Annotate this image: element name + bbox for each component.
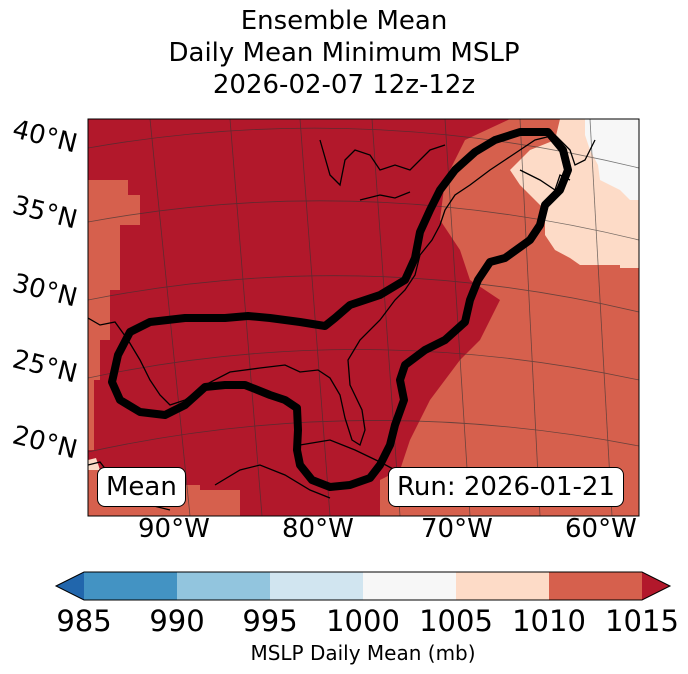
colorbar-under	[56, 572, 84, 600]
colorbar-tick-1005: 1005	[419, 604, 493, 638]
lon-label-90: 90°W	[138, 514, 210, 544]
colorbar-over	[642, 572, 670, 600]
colorbar-bin-1000-1005	[363, 572, 456, 600]
colorbar-tick-995: 995	[242, 604, 298, 638]
colorbar-bin-1005-1010	[456, 572, 549, 600]
colorbar-frame	[54, 571, 672, 601]
run-label-box: Run: 2026-01-21	[388, 467, 624, 507]
field-1000	[585, 119, 639, 200]
colorbar-tick-990: 990	[149, 604, 205, 638]
colorbar-tick-1010: 1010	[512, 604, 586, 638]
lon-label-60: 60°W	[565, 514, 637, 544]
title-line-3: 2026-02-07 12z-12z	[212, 70, 476, 100]
lon-label-70: 70°W	[421, 514, 493, 544]
field-1010-west	[88, 180, 140, 450]
colorbar-tick-1000: 1000	[326, 604, 400, 638]
mean-label-box: Mean	[97, 467, 186, 507]
colorbar-bin-1010-1015	[549, 572, 642, 600]
colorbar-bin-995-1000	[270, 572, 363, 600]
colorbar-label: MSLP Daily Mean (mb)	[250, 641, 476, 665]
colorbar-tick-1015: 1015	[605, 604, 679, 638]
title-line-1: Ensemble Mean	[240, 6, 448, 36]
mean-contour	[108, 128, 572, 491]
colorbar-bin-990-995	[177, 572, 270, 600]
lon-label-80: 80°W	[282, 514, 354, 544]
colorbar-bin-985-990	[84, 572, 177, 600]
map-frame	[87, 118, 640, 517]
title-line-2: Daily Mean Minimum MSLP	[168, 38, 520, 68]
colorbar-tick-985: 985	[56, 604, 112, 638]
